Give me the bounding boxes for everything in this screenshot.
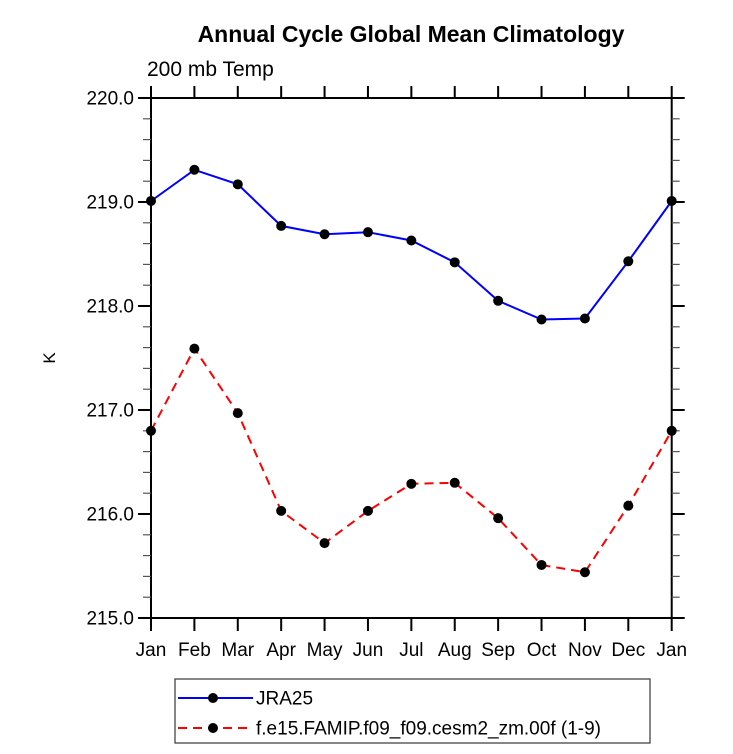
chart-title: Annual Cycle Global Mean Climatology xyxy=(198,21,625,47)
data-point-marker xyxy=(232,408,243,419)
x-tick-label: Apr xyxy=(266,640,296,661)
x-tick-label: Jan xyxy=(656,640,687,661)
x-tick-label: Nov xyxy=(568,640,602,661)
plot-frame xyxy=(150,97,673,619)
y-tick-label: 220.0 xyxy=(86,89,134,110)
data-point-marker xyxy=(406,235,417,246)
data-point-marker xyxy=(493,295,504,306)
x-tick-label: Mar xyxy=(221,640,254,661)
y-tick-label: 219.0 xyxy=(86,193,134,214)
data-point-marker xyxy=(319,229,330,240)
legend-box xyxy=(174,678,651,744)
data-point-marker xyxy=(189,343,200,354)
y-tick-label: 218.0 xyxy=(86,297,134,318)
data-point-marker xyxy=(276,505,287,516)
data-point-marker xyxy=(666,195,677,206)
data-point-marker xyxy=(232,179,243,190)
y-axis-label: K xyxy=(40,352,59,364)
data-point-marker xyxy=(579,567,590,578)
legend-entry-label: JRA25 xyxy=(256,689,313,710)
x-tick-label: Jan xyxy=(136,640,167,661)
x-tick-label: Jul xyxy=(399,640,423,661)
legend-marker xyxy=(208,693,218,703)
series-line-f-e15-famip-f09-f09-cesm2-zm-00f-1-9- xyxy=(150,346,673,574)
x-tick-label: May xyxy=(307,640,343,661)
x-tick-label: Dec xyxy=(611,640,645,661)
data-point-marker xyxy=(362,505,373,516)
data-point-marker xyxy=(536,314,547,325)
x-tick-label: Aug xyxy=(438,640,472,661)
data-point-marker xyxy=(146,195,156,206)
data-point-marker xyxy=(493,513,504,524)
data-point-marker xyxy=(276,220,287,231)
data-point-marker xyxy=(362,227,373,238)
data-point-marker xyxy=(146,425,156,436)
legend-entry-label: f.e15.FAMIP.f09_f09.cesm2_zm.00f (1-9) xyxy=(256,719,601,740)
data-point-marker xyxy=(536,559,547,570)
legend-marker xyxy=(208,723,218,733)
y-tick-label: 217.0 xyxy=(86,401,134,422)
data-point-marker xyxy=(406,478,417,489)
data-point-marker xyxy=(666,425,677,436)
data-point-marker xyxy=(623,500,634,511)
data-point-marker xyxy=(319,538,330,549)
data-point-marker xyxy=(449,257,460,268)
chart-subtitle: 200 mb Temp xyxy=(147,58,274,81)
x-tick-label: Feb xyxy=(178,640,211,661)
data-point-marker xyxy=(623,256,634,267)
y-tick-label: 216.0 xyxy=(86,505,134,526)
data-point-marker xyxy=(579,313,590,324)
data-point-marker xyxy=(189,164,200,175)
legend: JRA25 f.e15.FAMIP.f09_f09.cesm2_zm.00f (1… xyxy=(174,678,651,744)
x-tick-label: Jun xyxy=(353,640,384,661)
x-tick-label: Oct xyxy=(527,640,557,661)
x-tick-label: Sep xyxy=(481,640,515,661)
y-tick-label: 215.0 xyxy=(86,609,134,630)
data-point-marker xyxy=(449,477,460,488)
